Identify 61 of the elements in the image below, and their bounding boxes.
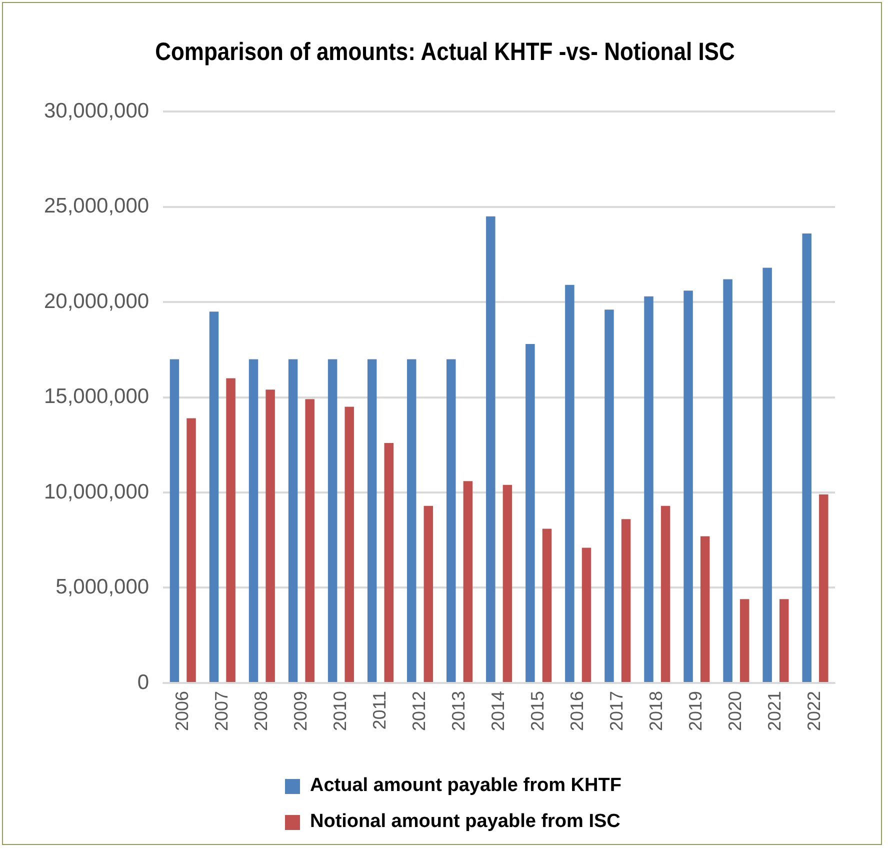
bar <box>463 481 473 682</box>
y-tick-label: 0 <box>137 670 150 694</box>
bar <box>384 442 394 682</box>
x-tick-label: 2019 <box>686 690 706 732</box>
bar <box>723 279 732 682</box>
bar <box>186 418 196 682</box>
bar <box>424 506 434 682</box>
bar <box>367 359 377 682</box>
x-tick-label: 2015 <box>528 690 548 732</box>
y-tick-label: 10,000,000 <box>44 480 150 504</box>
legend-label: Actual amount payable from KHTF <box>310 775 622 797</box>
x-tick-label: 2022 <box>804 690 824 732</box>
bar <box>621 519 631 682</box>
bar <box>644 296 654 682</box>
bar <box>446 359 456 682</box>
x-tick-label: 2010 <box>330 690 350 732</box>
bar <box>542 528 552 682</box>
x-tick-label: 2008 <box>250 690 271 732</box>
bar <box>762 268 772 682</box>
x-tick-label: 2006 <box>172 690 192 732</box>
bar <box>226 378 236 682</box>
x-tick-label: 2014 <box>488 690 508 732</box>
x-tick-label: 2021 <box>764 690 785 732</box>
x-tick-label: 2007 <box>211 690 232 732</box>
bar <box>406 359 416 682</box>
y-tick-label: 20,000,000 <box>44 290 150 313</box>
bar <box>305 399 314 682</box>
bar <box>288 359 298 682</box>
bar <box>740 599 750 682</box>
bar <box>209 312 219 682</box>
bar <box>802 233 812 682</box>
bar <box>328 359 338 682</box>
bar <box>582 548 592 682</box>
bar <box>266 390 275 682</box>
y-tick-label: 5,000,000 <box>56 576 150 599</box>
x-tick-label: 2012 <box>408 690 429 732</box>
bar <box>684 290 693 682</box>
y-tick-label: 25,000,000 <box>44 194 150 218</box>
bar <box>660 506 670 682</box>
bar <box>502 484 512 682</box>
x-tick-label: 2017 <box>606 690 627 732</box>
x-tick-label: 2013 <box>448 690 468 732</box>
y-tick-label: 30,000,000 <box>44 99 150 122</box>
bar <box>170 359 180 682</box>
x-tick-label: 2011 <box>369 690 390 730</box>
y-tick-label: 15,000,000 <box>44 385 150 408</box>
x-tick-label: 2016 <box>567 690 588 732</box>
bar <box>819 494 828 682</box>
chart-title: Comparison of amounts: Actual KHTF -vs- Notional ISC <box>154 38 736 67</box>
legend-label: Notional amount payable from ISC <box>310 811 620 833</box>
bar <box>248 359 258 682</box>
bar <box>565 284 574 682</box>
x-tick-label: 2018 <box>646 690 666 732</box>
bar <box>486 216 496 682</box>
bar <box>526 344 535 682</box>
bar <box>604 310 614 682</box>
x-tick-label: 2009 <box>290 690 310 732</box>
bar <box>779 599 789 682</box>
x-tick-label: 2020 <box>725 690 746 732</box>
bar <box>700 536 710 682</box>
bar <box>344 406 354 682</box>
